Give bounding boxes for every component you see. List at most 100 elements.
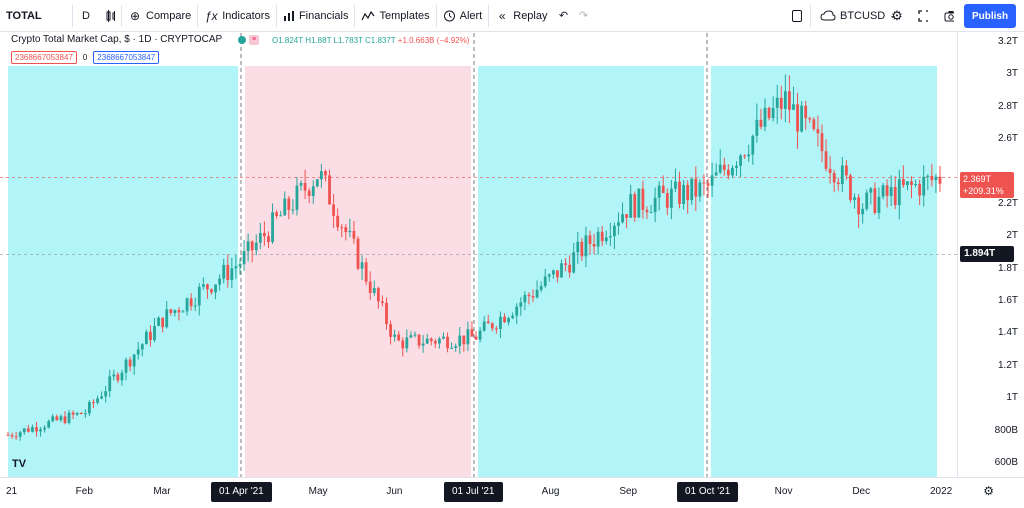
candle-body [226,264,230,281]
candle-body [242,251,246,265]
gear-icon: ⚙ [891,7,903,23]
candle-body [901,179,905,186]
candle-body [442,336,445,339]
candle-body [792,104,795,110]
indicator-value-blue: 2368667053847 [93,51,160,64]
candle-body [637,188,641,218]
undo-button[interactable]: ↶ [554,0,574,32]
candle-body [527,294,531,297]
financials-icon [283,10,294,21]
time-tick-label: Mar [153,486,171,497]
candle-body [849,175,852,201]
candle-body [551,270,555,275]
settings-button[interactable]: ⚙ [886,0,908,32]
candle-body [796,104,799,132]
publish-button[interactable]: Publish [964,4,1016,28]
interval-button[interactable]: D [73,0,99,32]
alert-button[interactable]: Alert [437,0,489,32]
redo-button[interactable]: ↷ [574,0,594,32]
candle-body [385,302,388,325]
indicators-button[interactable]: ƒx Indicators [198,0,276,32]
candle-body [246,241,250,252]
time-tick-label: Nov [774,486,793,497]
candle-body [63,416,67,424]
tradingview-logo: TV [12,458,27,470]
cloud-compare-button[interactable]: BTCUSD ⌄ [814,0,903,32]
candle-body [83,413,87,415]
zone-bullish [478,66,704,477]
candle-body [214,284,217,293]
camera-icon [944,10,954,21]
financials-button[interactable]: Financials [277,0,355,32]
ohlc-change: +1.0.663B (−4.92%) [397,36,470,45]
time-tick-label: May [308,486,328,497]
compare-button[interactable]: ⊕ Compare [122,0,197,32]
candle-body [507,318,510,323]
candle-body [336,215,340,228]
layout-button[interactable] [786,0,808,32]
candle-body [39,429,42,432]
price-axis[interactable]: 3.2T 3T 2.8T 2.6T 2.2T 2T 1.8T 1.6T 1.4T 1.2T 1T 80… [957,33,1024,477]
candle-body [295,185,299,210]
visibility-icon[interactable]: ≡ [249,35,259,45]
price-tick-label: 1.8T [997,262,1018,274]
replay-button[interactable]: « Replay [489,0,553,32]
candle-body [914,183,917,186]
candle-body [35,427,38,432]
candle-body [877,196,881,213]
price-tick-label: 3T [1006,68,1018,80]
candle-body [775,97,779,108]
candle-body [832,172,836,183]
candle-body [572,252,576,273]
candle-body [381,301,384,303]
last-price-change: +209.31% [963,185,1004,196]
candle-body [112,374,116,377]
candle-body [922,176,926,196]
candle-body [161,317,165,328]
price-chart[interactable] [0,33,957,477]
candle-body [625,214,629,218]
candle-body [340,227,344,229]
candle-body [144,331,148,345]
divider [435,4,437,27]
candle-body [783,91,787,109]
candle-body [617,222,620,226]
time-flag-label: 01 Oct '21 [677,482,739,502]
fullscreen-button[interactable] [912,0,934,32]
candle-body [531,296,535,298]
symbol-search-button[interactable]: TOTAL [0,0,72,32]
price-tick-label: 1.2T [997,359,1018,371]
candle-body [201,284,205,287]
candle-body [641,188,645,210]
divider [72,4,73,27]
candle-body [59,416,63,421]
candle-body [747,154,751,157]
candle-body [324,171,327,176]
candle-body [629,194,633,218]
plus-circle-icon: ⊕ [129,8,141,23]
axis-settings-icon[interactable]: ⚙ [983,484,994,498]
candle-body [348,230,352,233]
candle-body [470,329,474,337]
candle-body [124,359,128,373]
chart-type-button[interactable] [99,0,121,32]
candle-body [714,172,718,176]
candle-body [661,185,665,194]
chart-plot-area[interactable] [0,33,957,477]
candle-body [14,436,18,438]
candle-body [645,209,649,213]
candle-body [499,316,502,329]
snapshot-button[interactable] [938,0,960,32]
candle-body [539,285,543,290]
candle-body [788,91,791,110]
templates-button[interactable]: Templates [355,0,435,32]
time-axis[interactable]: 21 Feb Mar May Jun Aug Sep Nov Dec 2022 01 Apr '21… [0,477,1024,508]
candle-body [613,225,616,237]
time-tick-label: 2022 [930,486,953,497]
candle-body [633,194,637,218]
candle-body [669,188,673,208]
price-tick-label: 2.6T [997,133,1018,145]
candle-body [519,302,523,307]
candle-body [535,289,539,298]
price-tick-label: 2.8T [997,100,1018,112]
